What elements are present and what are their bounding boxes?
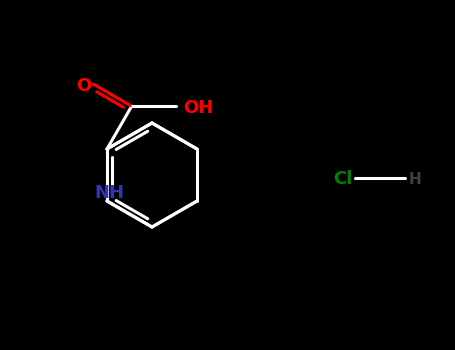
Text: OH: OH [183, 99, 213, 117]
Text: NH: NH [94, 184, 124, 202]
Text: O: O [76, 77, 91, 95]
Text: Cl: Cl [334, 170, 353, 188]
Text: H: H [409, 172, 421, 187]
